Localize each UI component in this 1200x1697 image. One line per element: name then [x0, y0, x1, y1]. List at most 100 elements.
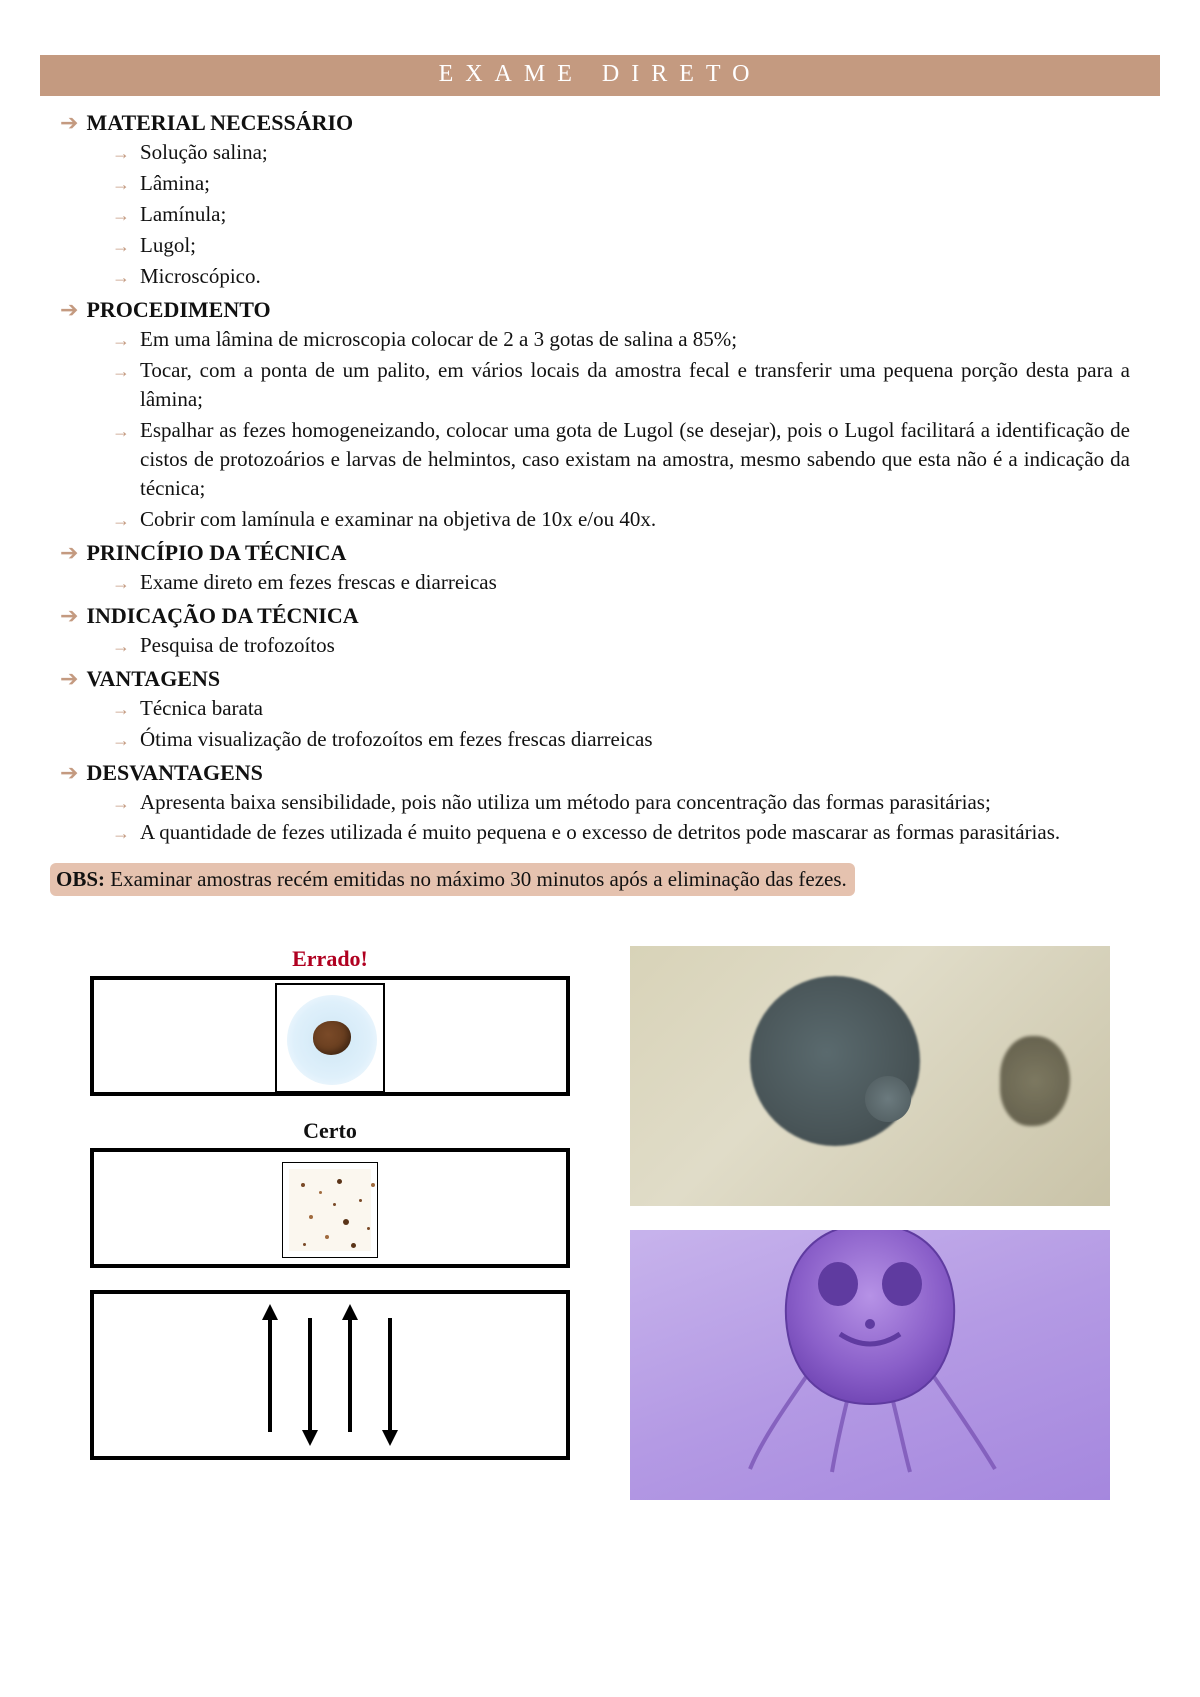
speck-icon — [367, 1227, 370, 1230]
list-item: → A quantidade de fezes utilizada é muito… — [112, 818, 1130, 847]
list-item-text: Pesquisa de trofozoítos — [140, 631, 335, 660]
arrow-small-icon: → — [112, 818, 130, 847]
arrow-right-icon: ➔ — [60, 299, 78, 321]
speck-icon — [333, 1203, 336, 1206]
list-item: → Técnica barata — [112, 694, 1130, 723]
giardia-icon — [720, 1230, 1020, 1473]
section-title: PROCEDIMENTO — [86, 297, 270, 323]
list-item: → Lugol; — [112, 231, 1130, 260]
section: ➔MATERIAL NECESSÁRIO→Solução salina;→Lâm… — [50, 110, 1150, 291]
list-item-text: Espalhar as fezes homogeneizando, coloca… — [140, 416, 1130, 503]
arrow-small-icon: → — [112, 788, 130, 817]
list-item: → Exame direto em fezes frescas e diarrei… — [112, 568, 1130, 597]
section-items: → Em uma lâmina de microscopia colocar de… — [50, 325, 1150, 534]
list-item-text: Microscópico. — [140, 262, 261, 291]
arrow-small-icon: → — [112, 356, 130, 414]
page-title: EXAME DIRETO — [40, 55, 1160, 96]
list-item-text: Lamínula; — [140, 200, 226, 229]
list-item: →Tocar, com a ponta de um palito, em vár… — [112, 356, 1130, 414]
arrow-right-icon: ➔ — [60, 762, 78, 784]
list-item-text: Solução salina; — [140, 138, 268, 167]
obs-note: OBS: Examinar amostras recém emitidas no… — [50, 863, 855, 896]
list-item: → Solução salina; — [112, 138, 1130, 167]
speck-icon — [337, 1179, 342, 1184]
list-item: →Cobrir com lamínula e examinar na objet… — [112, 505, 1130, 534]
section: ➔PROCEDIMENTO→Em uma lâmina de microscop… — [50, 297, 1150, 534]
speck-icon — [359, 1199, 362, 1202]
speck-icon — [319, 1191, 322, 1194]
figures-left-col: Errado! Certo — [90, 946, 570, 1500]
arrow-small-icon: → — [112, 505, 130, 534]
speck-icon — [301, 1183, 305, 1187]
arrow-right-icon: ➔ — [60, 112, 78, 134]
section-heading: ➔ MATERIAL NECESSÁRIO — [50, 110, 1150, 136]
section-items: → Solução salina; → Lâmina; → Lamínula; → Lugol… — [50, 138, 1150, 291]
speck-icon — [309, 1215, 313, 1219]
section: ➔DESVANTAGENS→Apresenta baixa sensibilid… — [50, 760, 1150, 848]
arrow-small-icon: → — [112, 694, 130, 723]
list-item-text: Lâmina; — [140, 169, 210, 198]
list-item-text: Lugol; — [140, 231, 196, 260]
arrow-small-icon: → — [112, 325, 130, 354]
arrow-right-icon: ➔ — [60, 605, 78, 627]
section-heading: ➔PRINCÍPIO DA TÉCNICA — [50, 540, 1150, 566]
slide-wrong-frame — [90, 976, 570, 1096]
section-title: DESVANTAGENS — [86, 760, 262, 786]
section-heading: ➔ INDICAÇÃO DA TÉCNICA — [50, 603, 1150, 629]
arrow-small-icon: → — [112, 138, 130, 167]
section-items: → Técnica barata → Ótima visualização de tr… — [50, 694, 1150, 754]
sample-spread-icon — [289, 1169, 371, 1251]
list-item-text: Exame direto em fezes frescas e diarreic… — [140, 568, 497, 597]
list-item: → Em uma lâmina de microscopia colocar de… — [112, 325, 1130, 354]
speck-icon — [303, 1243, 306, 1246]
figure-right-label: Certo — [90, 1118, 570, 1144]
figure-right: Certo — [90, 1118, 570, 1268]
section-heading: ➔ VANTAGENS — [50, 666, 1150, 692]
section-items: → Exame direto em fezes frescas e diarrei… — [50, 568, 1150, 597]
sections-container: ➔MATERIAL NECESSÁRIO→Solução salina;→Lâm… — [50, 110, 1150, 847]
speck-icon — [371, 1183, 375, 1187]
list-item-text: Ótima visualização de trofozoítos em fez… — [140, 725, 653, 754]
arrow-small-icon: → — [112, 262, 130, 291]
microscopy-image-cyst — [630, 946, 1110, 1206]
arrow-small-icon: → — [112, 231, 130, 260]
list-item: →Espalhar as fezes homogeneizando, coloc… — [112, 416, 1130, 503]
list-item: → Lamínula; — [112, 200, 1130, 229]
section-title: INDICAÇÃO DA TÉCNICA — [86, 603, 358, 629]
figures-row: Errado! Certo — [50, 946, 1150, 1500]
arrow-right-icon: ➔ — [60, 668, 78, 690]
figures-right-col — [630, 946, 1110, 1500]
arrow-small-icon: → — [112, 416, 130, 503]
section-title: PRINCÍPIO DA TÉCNICA — [86, 540, 346, 566]
slide-right-frame — [90, 1148, 570, 1268]
section: ➔ INDICAÇÃO DA TÉCNICA→Pesquisa de trofoz… — [50, 603, 1150, 660]
arrow-small-icon: → — [112, 725, 130, 754]
arrow-small-icon: → — [112, 169, 130, 198]
scan-arrows-icon — [245, 1300, 415, 1450]
list-item: → Microscópico. — [112, 262, 1130, 291]
list-item-text: Em uma lâmina de microscopia colocar de … — [140, 325, 737, 354]
debris-blob-icon — [1000, 1036, 1070, 1126]
coverslip-wrong — [275, 983, 385, 1093]
obs-text: Examinar amostras recém emitidas no máxi… — [110, 867, 847, 891]
list-item-text: Apresenta baixa sensibilidade, pois não … — [140, 788, 991, 817]
list-item-text: Técnica barata — [140, 694, 263, 723]
figure-wrong: Errado! — [90, 946, 570, 1096]
speck-icon — [325, 1235, 329, 1239]
cyst-sub-icon — [865, 1076, 911, 1122]
list-item: → Apresenta baixa sensibilidade, pois não… — [112, 788, 1130, 817]
list-item-text: A quantidade de fezes utilizada é muito … — [140, 818, 1060, 847]
section-heading: ➔ PROCEDIMENTO — [50, 297, 1150, 323]
section-heading: ➔ DESVANTAGENS — [50, 760, 1150, 786]
section-items: → Apresenta baixa sensibilidade, pois não… — [50, 788, 1150, 848]
scan-pattern-frame — [90, 1290, 570, 1460]
section-title: MATERIAL NECESSÁRIO — [86, 110, 353, 136]
section-title: VANTAGENS — [86, 666, 220, 692]
obs-label: OBS: — [56, 867, 105, 891]
speck-icon — [351, 1243, 356, 1248]
list-item: → Ótima visualização de trofozoítos em fe… — [112, 725, 1130, 754]
arrow-small-icon: → — [112, 200, 130, 229]
section: ➔VANTAGENS→Técnica barata→Ótima visualiz… — [50, 666, 1150, 754]
arrow-small-icon: → — [112, 568, 130, 597]
section-items: →Pesquisa de trofozoítos — [50, 631, 1150, 660]
